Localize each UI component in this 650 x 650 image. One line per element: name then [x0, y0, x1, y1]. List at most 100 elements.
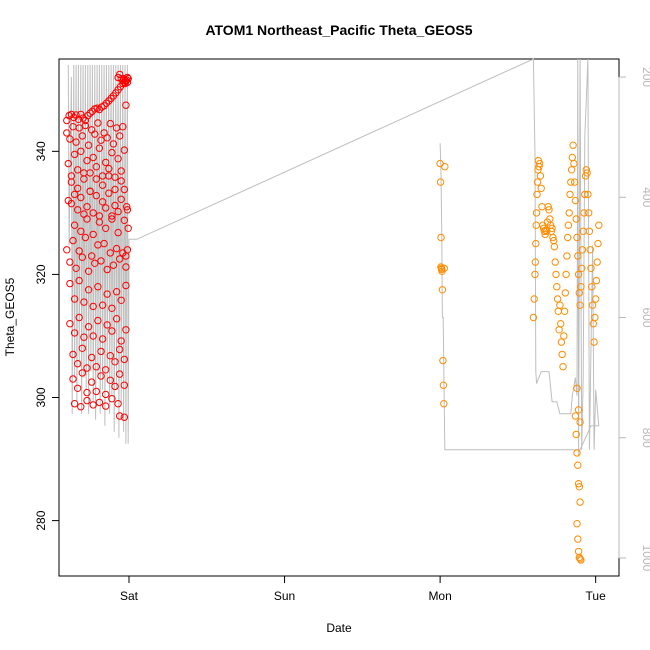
data-point: [572, 430, 580, 439]
data-point: [574, 270, 583, 279]
data-point: [67, 178, 76, 186]
data-point: [108, 212, 116, 220]
data-point: [592, 295, 600, 303]
data-point: [112, 288, 121, 296]
y2-tick-label: 400: [640, 187, 650, 207]
data-point: [70, 400, 79, 408]
data-point: [112, 124, 121, 132]
data-point: [594, 239, 602, 248]
data-point: [92, 387, 101, 396]
y-tick-label: 320: [34, 264, 48, 284]
data-point: [124, 75, 132, 83]
data-point: [563, 252, 571, 260]
data-point: [543, 227, 551, 236]
data-point: [575, 483, 583, 491]
data-point: [95, 105, 104, 114]
data-point: [67, 199, 76, 208]
y-tick-label: 340: [34, 141, 48, 161]
data-point: [77, 403, 85, 411]
data-point: [114, 400, 122, 408]
data-point: [120, 216, 129, 225]
data-point: [97, 136, 105, 144]
data-point: [573, 384, 581, 392]
data-point: [94, 119, 102, 127]
data-point: [70, 113, 78, 122]
data-point: [74, 184, 82, 193]
y2-tick-label: 800: [640, 428, 650, 448]
data-point: [578, 246, 587, 254]
data-point: [540, 227, 548, 236]
data-point: [116, 70, 124, 79]
data-point: [531, 270, 539, 279]
data-point: [78, 369, 87, 377]
data-point: [537, 184, 545, 193]
data-point: [567, 178, 575, 186]
data-point: [88, 378, 96, 386]
data-point: [66, 320, 74, 328]
data-point: [100, 239, 108, 248]
data-point: [75, 124, 83, 132]
data-point: [97, 372, 105, 380]
x-tick-label: Sat: [120, 589, 139, 603]
chart-title: ATOM1 Northeast_Pacific Theta_GEOS5: [205, 22, 472, 38]
data-point: [102, 99, 111, 108]
data-point: [78, 253, 87, 261]
data-point: [116, 255, 124, 263]
data-point: [123, 78, 132, 87]
data-point: [83, 388, 91, 397]
data-point: [74, 360, 82, 368]
data-point: [571, 412, 580, 420]
data-point: [70, 190, 79, 199]
data-point: [120, 146, 129, 154]
data-point: [566, 190, 574, 199]
x-axis-label: Date: [326, 621, 352, 635]
data-point: [91, 259, 99, 267]
data-point: [114, 155, 122, 163]
data-point: [92, 363, 101, 371]
data-point: [103, 134, 111, 142]
y2-tick-label: 200: [640, 67, 650, 87]
data-point: [102, 224, 110, 233]
data-point: [574, 480, 583, 488]
data-point: [555, 326, 563, 334]
data-point: [576, 555, 584, 563]
data-point: [77, 110, 85, 119]
data-point: [122, 281, 130, 290]
data-point: [86, 187, 94, 196]
data-point: [576, 301, 584, 309]
data-point: [532, 209, 541, 217]
data-point: [436, 178, 445, 186]
data-point: [106, 119, 115, 128]
data-point: [573, 233, 581, 242]
data-point: [70, 329, 79, 337]
data-point: [108, 395, 116, 403]
data-point: [114, 228, 122, 237]
data-point: [574, 535, 582, 543]
data-point: [94, 283, 102, 291]
data-point: [74, 384, 82, 392]
data-point: [111, 185, 119, 194]
data-point: [438, 265, 446, 274]
data-point: [95, 218, 104, 226]
data-point: [590, 338, 598, 346]
data-point: [114, 207, 122, 216]
data-point: [78, 344, 87, 352]
data-point: [86, 109, 94, 117]
data-point: [120, 355, 129, 364]
data-point: [535, 163, 543, 171]
data-point: [72, 264, 80, 272]
data-point: [576, 418, 584, 426]
data-point: [64, 159, 73, 168]
data-point: [80, 298, 88, 306]
data-point: [102, 204, 110, 212]
data-point: [560, 332, 568, 340]
data-point: [80, 333, 88, 341]
data-point: [108, 215, 116, 223]
data-point: [72, 138, 80, 146]
x-tick-label: Tue: [586, 589, 607, 603]
data-point: [120, 413, 129, 421]
data-point: [117, 177, 125, 185]
data-point: [75, 313, 83, 322]
data-point: [436, 159, 444, 168]
data-point: [545, 206, 553, 214]
